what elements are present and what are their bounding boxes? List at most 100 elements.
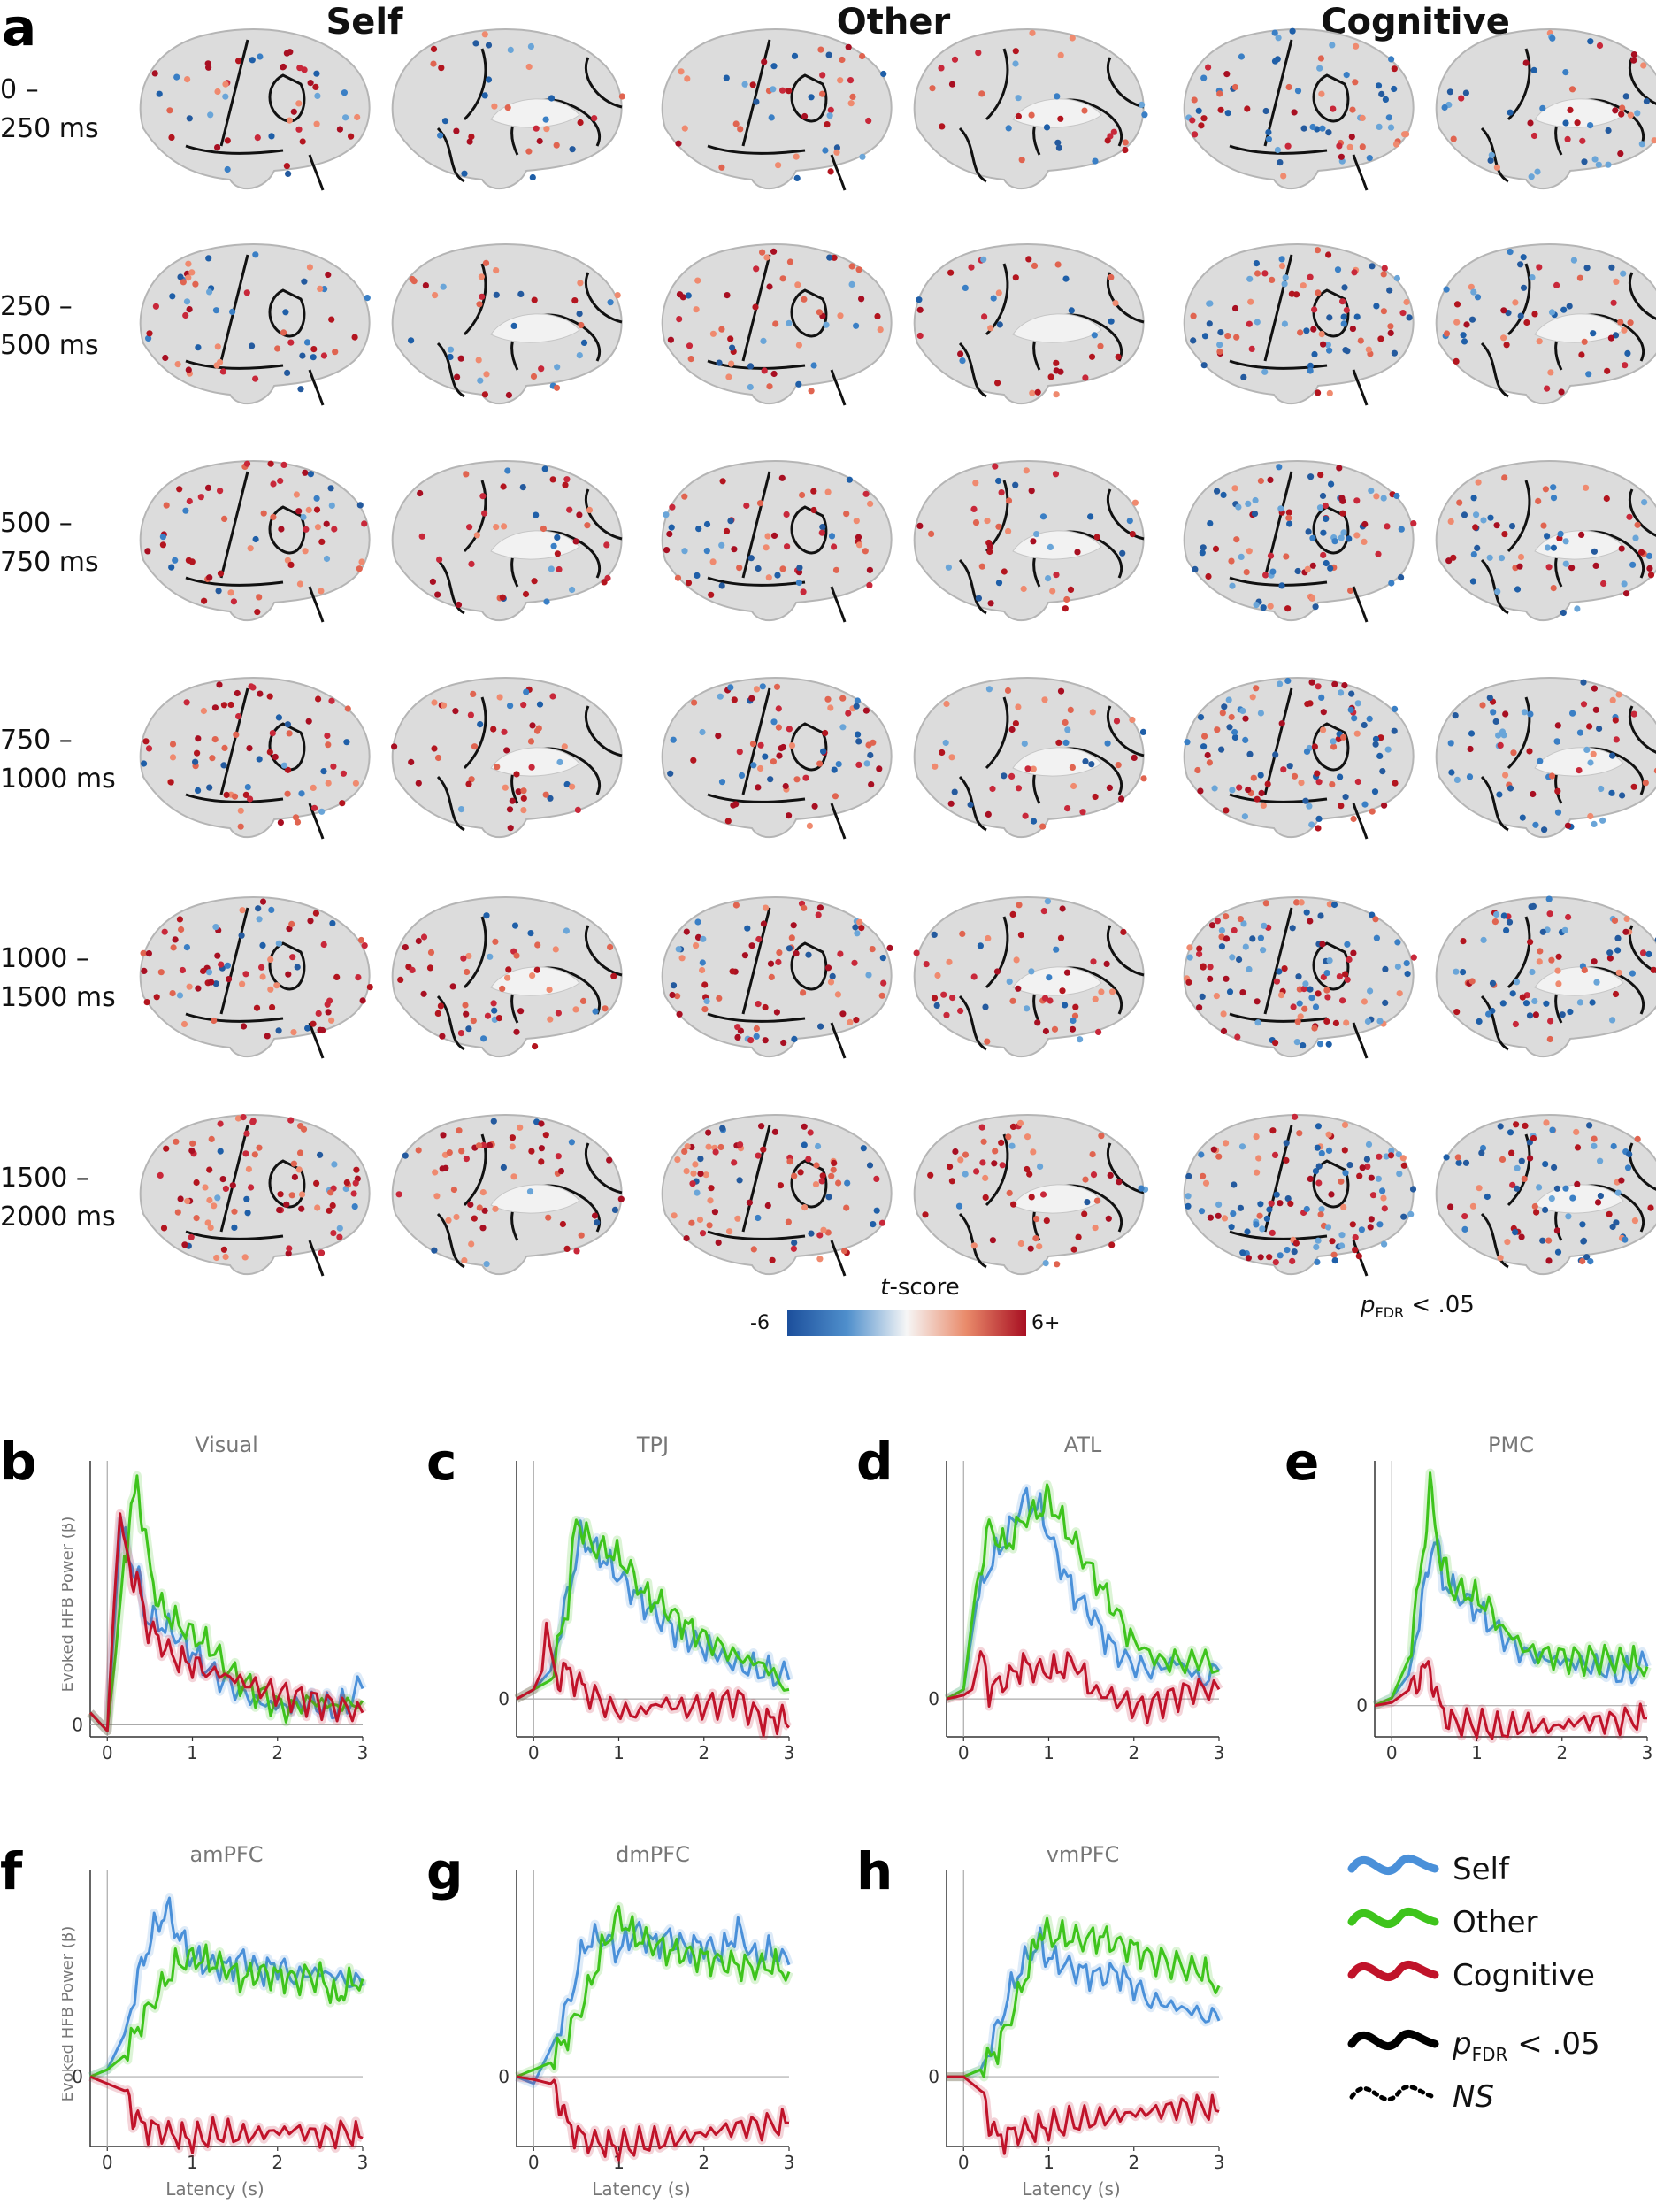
electrode-dot [237,807,244,814]
electrode-dot [770,370,778,378]
time-window-start: 0 – [0,74,39,105]
electrode-dot [1542,486,1549,493]
electrode-dot [1236,956,1243,964]
electrode-dot [1453,968,1460,975]
electrode-dot [1218,933,1225,941]
electrode-dot [1266,1254,1273,1261]
electrode-dot [1239,707,1246,714]
y-tick-label: 0 [928,2066,939,2087]
electrode-dot [297,386,304,393]
electrode-dot [1347,706,1354,713]
electrode-dot [683,1168,690,1175]
electrode-dot [1197,787,1204,795]
electrode-dot [1463,321,1470,328]
electrode-dot [1462,1159,1470,1166]
electrode-dot [1574,1180,1581,1187]
electrode-dot [1351,715,1358,722]
electrode-dot [1355,1253,1362,1260]
electrode-dot [718,582,725,589]
electrode-dot [505,966,512,973]
electrode-dot [737,1141,744,1148]
electrode-dot [1325,1041,1332,1048]
electrode-dot [948,81,956,88]
electrode-dot [217,570,225,577]
electrode-dot [515,788,522,795]
electrode-dot [694,277,702,284]
electrode-dot [1461,1213,1468,1220]
network-boundary [463,48,487,121]
electrode-dot [1184,1193,1192,1200]
electrode-dot [848,263,855,270]
electrode-dot [188,1147,196,1155]
electrode-dot [315,695,322,703]
electrode-dot [1275,35,1282,42]
electrode-dot [790,922,797,929]
electrode-dot [1079,809,1086,816]
electrode-dot [1341,1121,1349,1128]
electrode-dot [1560,306,1568,313]
electrode-dot [1480,517,1487,524]
electrode-dot [755,1001,762,1008]
electrode-dot [1221,703,1228,710]
electrode-dot [602,1005,609,1012]
electrode-dot [984,1038,991,1045]
electrode-dot [1280,766,1287,773]
electrode-dot [143,999,150,1006]
electrode-dot [831,1159,838,1166]
electrode-dot [437,132,444,139]
electrode-dot [159,541,166,549]
corpus-callosum [1012,1184,1102,1214]
electrode-dot [579,997,587,1004]
electrode-dot [1365,346,1372,353]
electrode-dot [1541,826,1548,833]
electrode-dot [1257,1254,1264,1261]
electrode-dot [260,510,267,517]
electrode-dot [1497,1255,1504,1262]
electrode-dot [310,784,317,791]
electrode-dot [502,784,509,791]
electrode-dot [326,1207,333,1214]
electrode-dot [847,100,855,107]
electrode-dot [302,548,309,555]
electrode-dot [1453,357,1460,365]
electrode-dot [1082,1176,1089,1183]
network-boundary [510,530,602,588]
electrode-dot [1599,817,1606,824]
electrode-dot [1015,703,1022,710]
electrode-dot [1367,987,1374,995]
electrode-dot [1315,389,1322,396]
electrode-dot [439,1033,446,1040]
electrode-dot [1315,825,1322,832]
electrode-dot [1319,125,1326,132]
electrode-dot [229,1182,236,1189]
electrode-dot [481,92,488,99]
electrode-dot [1460,511,1468,518]
network-boundary [1032,98,1123,156]
network-boundary [1352,803,1368,840]
electrode-dot [1284,142,1292,150]
electrode-dot [313,70,320,77]
electrode-dot [692,1161,699,1168]
x-tick-label: 0 [102,1742,113,1763]
electrode-dot [1384,523,1391,530]
electrode-dot [669,503,676,511]
electrode-dot [1257,934,1264,941]
electrode-dot [1005,1133,1012,1141]
electrode-dot [747,383,754,391]
electrode-dot [170,944,177,951]
electrode-dot [492,938,499,945]
electrode-dot [1238,1143,1246,1150]
electrode-dot [1319,941,1326,948]
electrode-dot [471,1215,478,1222]
colorbar-max-label: 6+ [1031,1312,1061,1334]
electrode-dot [1561,926,1568,933]
electrode-dot [531,578,538,585]
network-boundary [1032,747,1123,804]
electrode-dot [1069,1025,1077,1033]
electrode-dot [845,43,852,50]
electrode-dot [1254,795,1261,803]
electrode-dot [1283,1156,1290,1164]
electrode-dot [172,936,179,943]
electrode-dot [1320,726,1327,733]
electrode-dot [801,296,808,303]
